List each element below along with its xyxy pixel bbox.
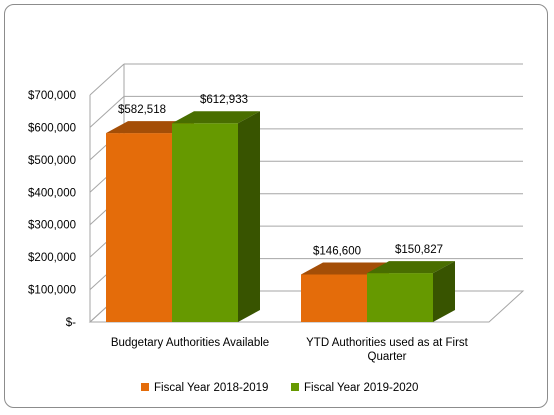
y-tick-label: $400,000 — [28, 187, 76, 199]
category-label: Budgetary Authorities Available — [111, 337, 269, 349]
bar — [367, 261, 455, 322]
y-tick-label: $600,000 — [28, 122, 76, 134]
y-tick-label: $- — [66, 317, 76, 329]
legend-label: Fiscal Year 2018-2019 — [154, 382, 268, 394]
category-label: Quarter — [368, 351, 407, 363]
legend-swatch — [291, 383, 299, 391]
chart-frame — [4, 4, 548, 408]
bar-top — [172, 111, 260, 124]
category-label: YTD Authorities used as at First — [306, 337, 469, 349]
bar-side — [238, 111, 260, 322]
y-tick-label: $500,000 — [28, 155, 76, 167]
category-labels: Budgetary Authorities Available YTD Autho… — [111, 337, 469, 363]
bar-top — [301, 262, 389, 275]
y-axis-ticks: $- $100,000 $200,000 $300,000 $400,000 $500,0… — [28, 90, 76, 329]
gridline-side — [89, 96, 125, 128]
data-label: $612,933 — [200, 94, 248, 106]
bar-front — [172, 123, 238, 322]
y-tick-label: $200,000 — [28, 252, 76, 264]
y-tick-label: $700,000 — [28, 90, 76, 102]
legend-label: Fiscal Year 2019-2020 — [304, 382, 418, 394]
y-tick-label: $300,000 — [28, 220, 76, 232]
bar-front — [106, 133, 172, 322]
legend-swatch — [141, 383, 149, 391]
data-labels: $582,518 $612,933 $146,600 $150,827 — [118, 94, 443, 257]
data-label: $146,600 — [313, 245, 361, 257]
bar-side — [433, 261, 455, 322]
gridline-side — [89, 63, 125, 96]
data-label: $582,518 — [118, 104, 166, 116]
legend: Fiscal Year 2018-2019 Fiscal Year 2019-20… — [141, 382, 418, 394]
bar-front — [367, 273, 433, 322]
bar — [172, 111, 260, 322]
bar-front — [301, 274, 367, 322]
data-label: $150,827 — [395, 244, 443, 256]
y-tick-label: $100,000 — [28, 285, 76, 297]
bars — [106, 111, 455, 322]
bar-top — [367, 261, 455, 274]
